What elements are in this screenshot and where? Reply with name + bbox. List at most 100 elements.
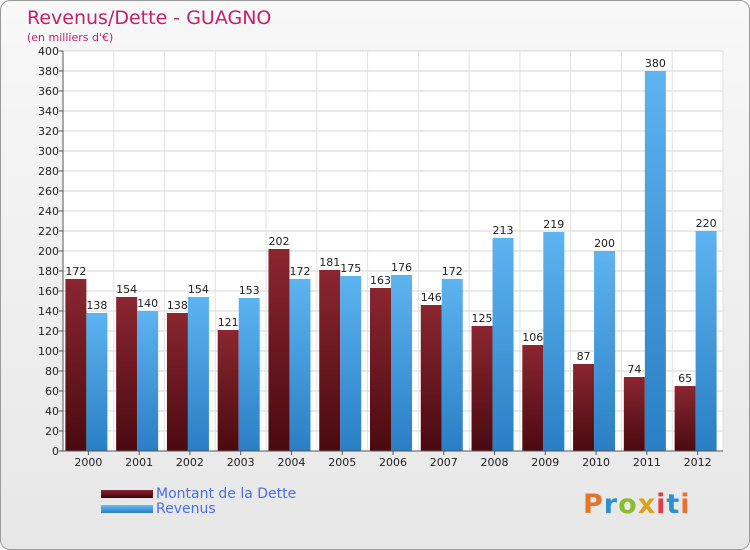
- bar-dette: [522, 345, 544, 451]
- logo-letter: i: [680, 489, 691, 520]
- y-tick-label: 120: [38, 325, 59, 338]
- data-label-dette: 163: [370, 274, 391, 287]
- data-label-dette: 106: [522, 331, 543, 344]
- legend-label-revenus: Revenus: [156, 501, 216, 517]
- bar-dette: [166, 313, 188, 451]
- x-tick-label: 2003: [227, 456, 255, 469]
- x-tick-label: 2007: [430, 456, 458, 469]
- data-label-dette: 181: [319, 256, 340, 269]
- logo-letter: r: [603, 489, 619, 520]
- logo-letter: t: [666, 489, 681, 520]
- data-label-dette: 121: [218, 316, 239, 329]
- data-label-revenus: 200: [594, 237, 615, 250]
- bar-dette: [268, 249, 290, 451]
- data-label-revenus: 380: [645, 57, 666, 70]
- bar-dette: [65, 279, 87, 451]
- y-tick-label: 180: [38, 265, 59, 278]
- y-tick-label: 360: [38, 85, 59, 98]
- data-label-revenus: 153: [239, 284, 260, 297]
- bar-revenus: [695, 231, 717, 451]
- data-label-revenus: 172: [289, 265, 310, 278]
- proxiti-logo: Proxiti: [583, 489, 691, 520]
- bar-revenus: [543, 232, 565, 451]
- x-tick-label: 2001: [125, 456, 153, 469]
- y-tick-label: 160: [38, 285, 59, 298]
- y-tick-label: 140: [38, 305, 59, 318]
- bar-revenus: [594, 251, 616, 451]
- x-tick-label: 2010: [582, 456, 610, 469]
- y-tick-label: 340: [38, 105, 59, 118]
- data-label-revenus: 213: [493, 224, 514, 237]
- data-label-revenus: 175: [340, 262, 361, 275]
- bar-dette: [217, 330, 239, 451]
- legend-swatch-revenus: [101, 505, 153, 513]
- y-tick-label: 100: [38, 345, 59, 358]
- data-label-dette: 65: [678, 372, 692, 385]
- y-tick-label: 380: [38, 65, 59, 78]
- data-label-revenus: 220: [696, 217, 717, 230]
- x-tick-label: 2011: [633, 456, 661, 469]
- bar-revenus: [137, 311, 159, 451]
- data-label-revenus: 154: [188, 283, 209, 296]
- x-tick-label: 2009: [531, 456, 559, 469]
- data-label-dette: 172: [65, 265, 86, 278]
- x-tick-label: 2006: [379, 456, 407, 469]
- y-tick-label: 80: [45, 365, 59, 378]
- bar-dette: [319, 270, 341, 451]
- y-tick-label: 320: [38, 125, 59, 138]
- data-label-revenus: 176: [391, 261, 412, 274]
- y-tick-label: 20: [45, 425, 59, 438]
- logo-letter: o: [618, 489, 638, 520]
- x-tick-label: 2005: [328, 456, 356, 469]
- bar-dette: [471, 326, 493, 451]
- bar-revenus: [289, 279, 311, 451]
- x-tick-label: 2000: [74, 456, 102, 469]
- bar-revenus: [187, 297, 209, 451]
- y-tick-label: 260: [38, 185, 59, 198]
- data-label-dette: 154: [116, 283, 137, 296]
- bar-revenus: [238, 298, 260, 451]
- x-tick-label: 2002: [176, 456, 204, 469]
- y-tick-label: 240: [38, 205, 59, 218]
- logo-letter: P: [583, 489, 604, 520]
- data-label-dette: 146: [421, 291, 442, 304]
- chart-subtitle: (en milliers d'€): [27, 31, 114, 44]
- bar-dette: [420, 305, 442, 451]
- bar-dette: [370, 288, 391, 451]
- bar-revenus: [340, 276, 362, 451]
- bar-dette: [674, 386, 696, 451]
- bar-dette: [623, 377, 645, 451]
- data-label-revenus: 140: [137, 297, 158, 310]
- logo-letter: x: [637, 489, 657, 520]
- legend-label-dette: Montant de la Dette: [156, 486, 297, 502]
- data-label-dette: 138: [167, 299, 188, 312]
- bar-revenus: [86, 313, 108, 451]
- legend-swatch-dette: [101, 490, 153, 498]
- y-tick-label: 220: [38, 225, 59, 238]
- y-tick-label: 60: [45, 385, 59, 398]
- chart-title: Revenus/Dette - GUAGNO: [27, 7, 272, 29]
- data-label-revenus: 172: [442, 265, 463, 278]
- data-label-revenus: 219: [543, 218, 564, 231]
- y-tick-label: 0: [52, 445, 59, 458]
- data-label-revenus: 138: [86, 299, 107, 312]
- bar-revenus: [644, 71, 666, 451]
- y-tick-label: 400: [38, 45, 59, 58]
- bar-revenus: [391, 275, 412, 451]
- bar-revenus: [492, 238, 514, 451]
- y-tick-label: 300: [38, 145, 59, 158]
- bar-revenus: [441, 279, 463, 451]
- data-label-dette: 74: [627, 363, 641, 376]
- logo-letter: i: [656, 489, 667, 520]
- data-label-dette: 125: [472, 312, 493, 325]
- bar-dette: [573, 364, 595, 451]
- y-tick-label: 200: [38, 245, 59, 258]
- x-tick-label: 2004: [277, 456, 305, 469]
- x-tick-label: 2008: [481, 456, 509, 469]
- y-tick-label: 280: [38, 165, 59, 178]
- data-label-dette: 87: [577, 350, 591, 363]
- data-label-dette: 202: [268, 235, 289, 248]
- x-tick-label: 2012: [684, 456, 712, 469]
